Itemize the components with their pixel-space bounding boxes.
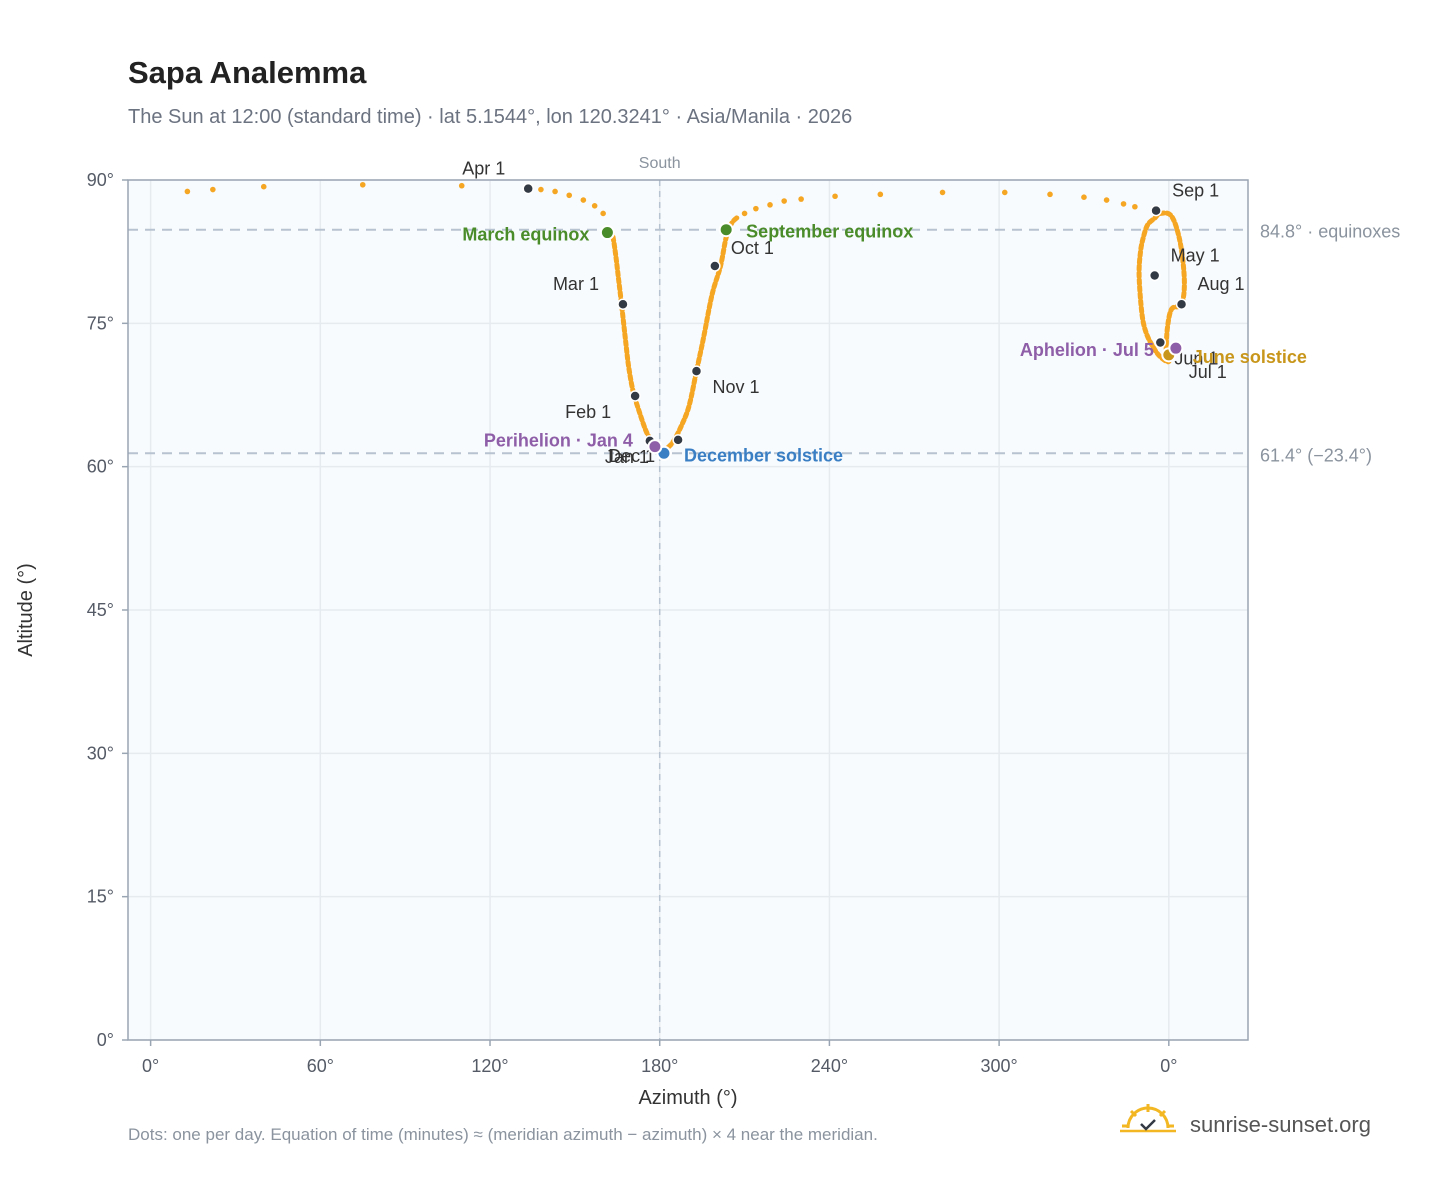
x-tick-label: 60° bbox=[307, 1056, 334, 1076]
chart-title: Sapa Analemma bbox=[128, 55, 367, 90]
month-label: Jun 1 bbox=[1174, 348, 1218, 368]
month-label: Jan 1 bbox=[605, 447, 649, 467]
month-marker bbox=[617, 298, 629, 310]
daily-dot bbox=[1047, 191, 1053, 198]
month-marker bbox=[1150, 204, 1162, 217]
daily-dot bbox=[1103, 197, 1110, 203]
daily-dot bbox=[1081, 194, 1087, 200]
daily-dot bbox=[1001, 189, 1008, 196]
meridian-label: South bbox=[639, 155, 681, 172]
x-tick-label: 180° bbox=[641, 1056, 678, 1076]
month-label: Aug 1 bbox=[1198, 274, 1245, 294]
event-marker bbox=[647, 439, 663, 455]
daily-dot bbox=[781, 198, 787, 204]
daily-dot bbox=[566, 192, 573, 199]
month-marker bbox=[672, 434, 684, 446]
footnote: Dots: one per day. Equation of time (min… bbox=[128, 1125, 878, 1144]
month-label: May 1 bbox=[1171, 246, 1220, 266]
month-marker bbox=[1148, 269, 1161, 282]
daily-dot bbox=[184, 188, 191, 195]
daily-dot bbox=[1120, 201, 1127, 207]
reference-lines: South 84.8° · equinoxes 61.4° (−23.4°) bbox=[128, 155, 1400, 1040]
x-tick-label: 120° bbox=[471, 1056, 508, 1076]
month-label: Dec 1 bbox=[608, 446, 655, 466]
month-marker bbox=[629, 390, 641, 402]
y-tick-label: 0° bbox=[97, 1030, 114, 1050]
daily-dot bbox=[741, 210, 748, 217]
y-tick-label: 15° bbox=[87, 887, 114, 907]
daily-dot bbox=[359, 181, 366, 188]
month-label: Jul 1 bbox=[1189, 362, 1227, 382]
x-tick-label: 240° bbox=[811, 1056, 848, 1076]
month-marker bbox=[690, 365, 703, 377]
daily-dot bbox=[798, 196, 804, 202]
analemma-path-west bbox=[607, 225, 658, 448]
daily-dot bbox=[260, 183, 267, 190]
x-axis-title: Azimuth (°) bbox=[638, 1087, 737, 1109]
x-tick-label: 0° bbox=[142, 1056, 159, 1076]
daily-dot bbox=[458, 182, 465, 189]
event-marker bbox=[718, 222, 734, 238]
event-label: December solstice bbox=[684, 445, 843, 465]
sun-check-icon bbox=[1120, 1104, 1176, 1133]
daily-dot bbox=[753, 205, 759, 212]
x-tick-label: 0° bbox=[1160, 1056, 1177, 1076]
reference-line-label: 84.8° · equinoxes bbox=[1260, 222, 1400, 242]
daily-dot bbox=[538, 186, 544, 193]
daily-dot bbox=[877, 191, 884, 198]
y-tick-label: 90° bbox=[87, 170, 114, 190]
daily-dot bbox=[600, 210, 606, 217]
month-label: Mar 1 bbox=[553, 274, 599, 294]
month-label: Oct 1 bbox=[731, 238, 774, 258]
chart-subtitle: The Sun at 12:00 (standard time) · lat 5… bbox=[128, 106, 852, 128]
event-label: September equinox bbox=[746, 222, 913, 242]
y-tick-label: 75° bbox=[87, 313, 114, 333]
y-tick-label: 45° bbox=[87, 600, 114, 620]
daily-dot bbox=[591, 203, 598, 209]
daily-dot bbox=[939, 189, 946, 196]
y-tick-label: 60° bbox=[87, 457, 114, 477]
x-tick-label: 300° bbox=[980, 1056, 1017, 1076]
daily-dot bbox=[1132, 203, 1138, 210]
event-label: March equinox bbox=[462, 225, 589, 245]
event-label: Perihelion · Jan 4 bbox=[484, 431, 633, 451]
month-label: Feb 1 bbox=[565, 402, 611, 422]
event-markers: March equinox September equinox December s… bbox=[462, 222, 1306, 466]
y-tick-label: 30° bbox=[87, 743, 114, 763]
event-label: Aphelion · Jul 5 bbox=[1020, 340, 1154, 360]
event-marker bbox=[599, 225, 615, 241]
daily-dot bbox=[210, 186, 216, 193]
daily-dot bbox=[832, 193, 838, 200]
daily-dot bbox=[580, 197, 587, 203]
month-label: Apr 1 bbox=[462, 159, 505, 179]
month-label: Sep 1 bbox=[1172, 181, 1219, 201]
event-label: June solstice bbox=[1193, 347, 1307, 367]
y-axis-title: Altitude (°) bbox=[15, 563, 37, 657]
month-label: Nov 1 bbox=[712, 377, 759, 397]
axis-ticks: 0° 60° 120° 180° 240° 300° 0° 0° 15° 30° 45° 60° 75°… bbox=[87, 170, 1178, 1076]
daily-dot bbox=[552, 188, 558, 195]
brand-name[interactable]: sunrise-sunset.org bbox=[1190, 1112, 1371, 1137]
month-marker bbox=[522, 182, 534, 195]
month-marker bbox=[1175, 298, 1188, 310]
month-marker bbox=[1154, 336, 1167, 349]
month-marker bbox=[709, 260, 721, 272]
event-marker bbox=[1168, 340, 1184, 356]
daily-dot bbox=[767, 202, 773, 208]
reference-line-label: 61.4° (−23.4°) bbox=[1260, 445, 1372, 465]
